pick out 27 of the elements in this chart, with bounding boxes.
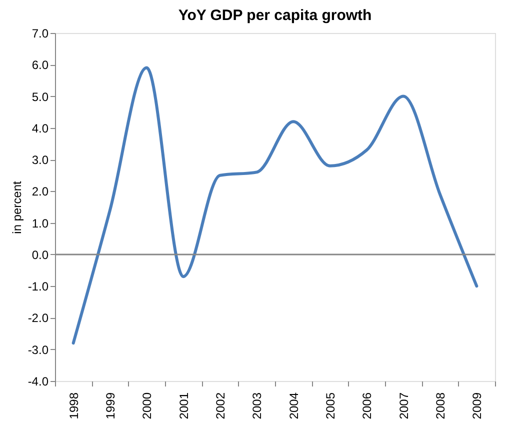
line-series	[72, 66, 478, 345]
y-tick-label: 4.0	[32, 121, 49, 136]
x-tick-label: 2004	[286, 392, 301, 420]
x-tick-label: 2007	[396, 392, 411, 420]
y-tick-label: 3.0	[32, 153, 49, 168]
y-tick-label: -2.0	[28, 311, 49, 326]
y-axis-title: in percent	[10, 180, 24, 234]
y-tick-label: 7.0	[32, 26, 49, 40]
x-tick-label: 2005	[324, 392, 338, 420]
x-tick-label: 1998	[66, 392, 81, 420]
x-tick-label: 2002	[214, 392, 228, 420]
x-tick-label: 2008	[434, 392, 448, 420]
y-tick-label: 6.0	[32, 58, 49, 72]
y-tick-label: 1.0	[32, 216, 49, 230]
x-tick-label: 2006	[360, 392, 374, 420]
x-tick-label: 2001	[176, 392, 191, 420]
x-tick-label: 2009	[470, 392, 484, 420]
y-tick-label: 2.0	[32, 184, 49, 199]
x-tick-label: 2003	[250, 392, 264, 420]
x-tick-label: 2000	[140, 392, 154, 420]
y-tick-label: -4.0	[28, 374, 49, 388]
y-tick-label: 0.0	[32, 248, 49, 262]
y-tick-label: -3.0	[28, 342, 49, 357]
y-tick-label: 5.0	[32, 90, 49, 104]
chart-title: YoY GDP per capita growth	[178, 7, 372, 24]
x-tick-label: 1999	[104, 392, 118, 420]
y-tick-label: -1.0	[28, 280, 49, 294]
